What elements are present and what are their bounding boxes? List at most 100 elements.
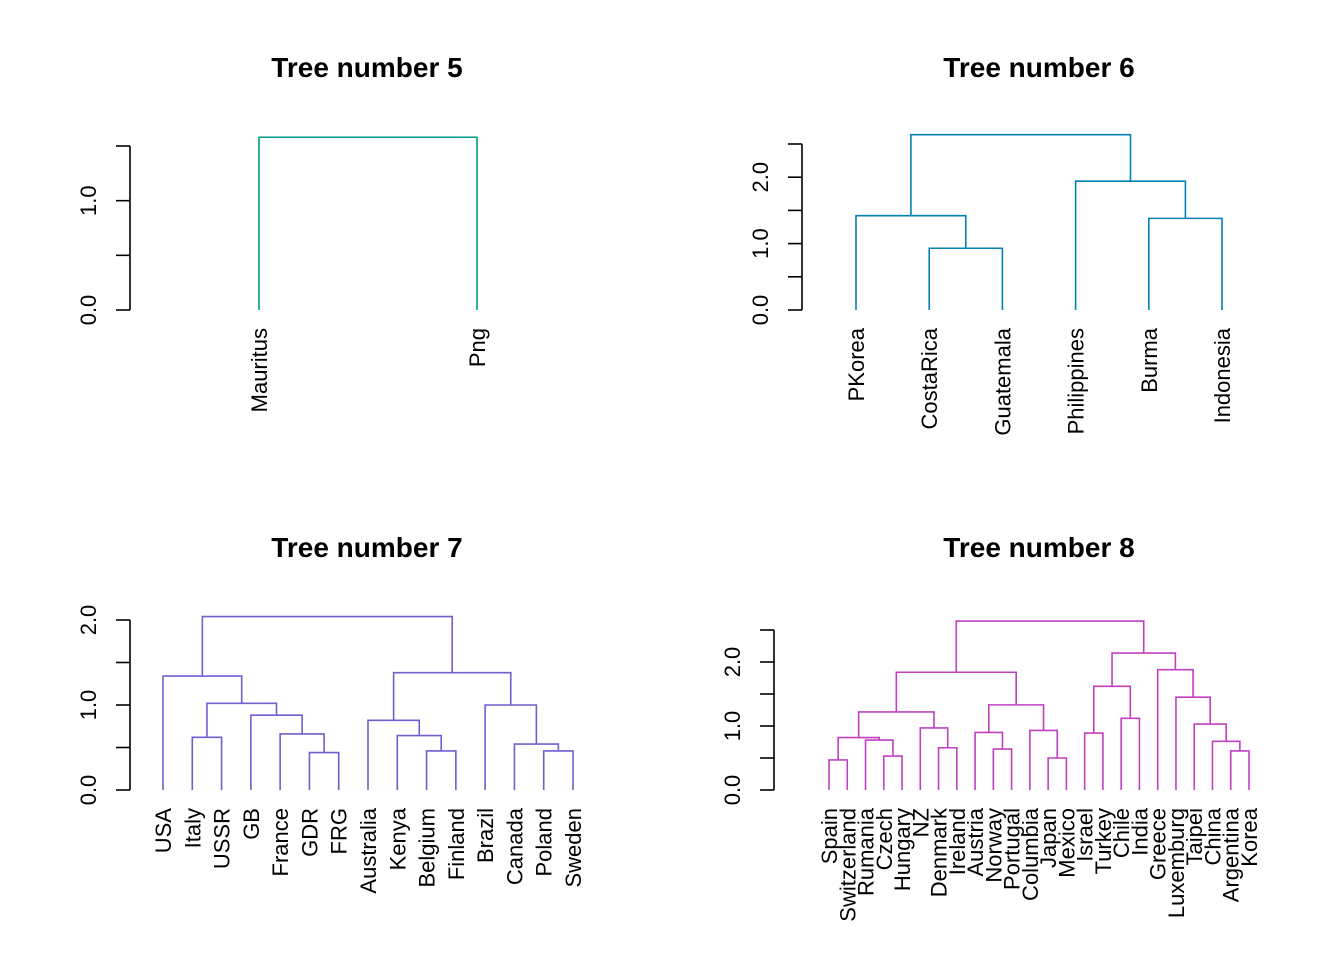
dendrogram-link [1083, 732, 1104, 790]
dendrogram-link [396, 734, 443, 790]
dendrogram-link [928, 247, 1004, 310]
chart-title: Tree number 5 [271, 52, 462, 83]
leaf-label: USSR [210, 808, 235, 869]
leaf-label: Portugal [1000, 808, 1025, 890]
leaf-label: USA [151, 808, 176, 854]
dendrogram-link [367, 719, 421, 790]
leaf-label: Japan [1036, 808, 1061, 868]
leaf-label: NZ [908, 808, 933, 837]
dendrogram-link [1148, 217, 1223, 310]
leaf-label: Sweden [561, 808, 586, 888]
y-axis-tick-label: 2.0 [748, 162, 773, 193]
y-axis-tick-label: 0.0 [76, 295, 101, 326]
dendrogram-link [1074, 180, 1187, 310]
chart-title: Tree number 8 [943, 532, 1134, 563]
dendrogram-link [191, 736, 223, 790]
chart-title: Tree number 7 [271, 532, 462, 563]
leaf-label: Israel [1073, 808, 1098, 862]
y-axis-tick-label: 1.0 [76, 690, 101, 721]
panel-tree-6: Tree number 6 0.0 1.0 2.0 PKorea CostaRica Gu… [748, 52, 1235, 436]
leaf-label: Mauritus [247, 328, 272, 412]
leaf-label: Chile [1109, 808, 1134, 858]
dendrogram-link [1047, 757, 1068, 790]
leaf-label: Mexico [1054, 808, 1079, 878]
y-axis-tick-label: 1.0 [720, 711, 745, 742]
dendrogram-link [201, 615, 453, 677]
leaf-label: Spain [817, 808, 842, 864]
panel-tree-7: Tree number 7 0.0 1.0 2.0 USA Italy USSR GB Fra… [76, 532, 586, 894]
leaf-label: FRG [327, 808, 352, 854]
y-axis-tick-label: 1.0 [748, 228, 773, 259]
chart-title: Tree number 6 [943, 52, 1134, 83]
leaf-label: Kenya [385, 807, 410, 870]
dendrogram-link [1175, 696, 1211, 790]
y-axis-tick-label: 0.0 [748, 295, 773, 326]
dendrogram-link [919, 727, 949, 790]
dendrogram-link [955, 620, 1145, 673]
leaf-label: Indonesia [1210, 327, 1235, 423]
leaf-label: Taipei [1182, 808, 1207, 865]
leaf-label: PKorea [844, 327, 869, 401]
leaf-label: Guatemala [990, 327, 1015, 435]
leaf-label: CostaRica [917, 327, 942, 429]
leaf-label: Columbia [1018, 807, 1043, 901]
dendrogram-link [937, 746, 958, 790]
dendrogram-link [484, 704, 538, 790]
dendrogram-link [882, 755, 903, 790]
y-axis-tick-label: 2.0 [76, 605, 101, 636]
dendrogram-link [828, 759, 849, 790]
leaf-label: Greece [1146, 808, 1171, 880]
dendrogram-link [250, 714, 303, 790]
leaf-label: Canada [502, 807, 527, 885]
dendrogram-link [992, 748, 1013, 790]
leaf-label: Austria [963, 807, 988, 876]
leaf-label: Luxemburg [1164, 808, 1189, 918]
leaf-label: Czech [872, 808, 897, 870]
y-axis-tick-label: 2.0 [720, 647, 745, 678]
panel-tree-8: Tree number 8 0.0 1.0 2.0 SpainSwitzerlandR… [720, 532, 1262, 922]
leaf-label: Italy [180, 808, 205, 848]
dendrogram-link [206, 702, 278, 738]
dendrogram-link [857, 711, 935, 738]
dendrogram-link [279, 733, 325, 790]
leaf-label: Denmark [927, 807, 952, 897]
leaf-label: Korea [1237, 807, 1262, 866]
y-axis-tick-label: 1.0 [76, 185, 101, 216]
leaf-label: Australia [356, 807, 381, 893]
dendrogram-link [987, 704, 1045, 733]
panel-tree-5: Tree number 5 0.0 1.0 Mauritus Png [76, 52, 490, 412]
dendrogram-link [1211, 740, 1241, 790]
dendrogram-link [910, 133, 1132, 216]
leaf-label: Ireland [945, 808, 970, 875]
dendrogram-link [1229, 750, 1250, 790]
dendrogram-link [392, 671, 512, 721]
y-axis-tick-label: 0.0 [76, 775, 101, 806]
dendrogram-link [258, 136, 478, 310]
dendrogram-link [308, 751, 340, 790]
dendrogram-link [1029, 729, 1059, 790]
leaf-label: Poland [532, 808, 557, 877]
dendrogram-link [855, 214, 967, 310]
leaf-label: Norway [981, 808, 1006, 883]
leaf-label: Argentina [1219, 807, 1244, 902]
leaf-label: Philippines [1064, 328, 1089, 434]
dendrogram-link [162, 675, 243, 790]
dendrogram-link [1120, 717, 1141, 790]
y-axis-tick-label: 0.0 [720, 775, 745, 806]
dendrogram-link [425, 750, 457, 790]
leaf-label: Png [465, 328, 490, 367]
leaf-label: Brazil [473, 808, 498, 863]
leaf-label: China [1200, 807, 1225, 865]
dendrogram-link [1193, 723, 1227, 790]
leaf-label: Belgium [415, 808, 440, 887]
leaf-label: France [268, 808, 293, 876]
dendrogram-link [542, 750, 574, 790]
dendrogram-link [895, 671, 1017, 712]
dendrogram-link [974, 731, 1004, 790]
dendrogram-link [1092, 685, 1132, 734]
leaf-label: Burma [1137, 327, 1162, 393]
leaf-label: GDR [297, 808, 322, 857]
leaf-label: GB [239, 808, 264, 840]
leaf-label: Hungary [890, 808, 915, 891]
